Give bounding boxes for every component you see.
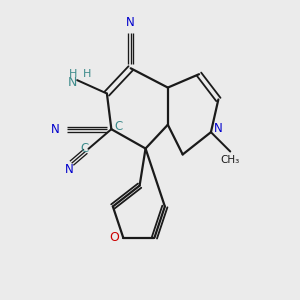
Text: CH₃: CH₃ bbox=[220, 155, 240, 165]
Text: H: H bbox=[68, 69, 77, 79]
Text: N: N bbox=[214, 122, 223, 135]
Text: H: H bbox=[82, 69, 91, 79]
Text: C: C bbox=[80, 142, 88, 155]
Text: O: O bbox=[110, 231, 119, 244]
Text: N: N bbox=[65, 163, 74, 176]
Text: C: C bbox=[115, 120, 123, 133]
Text: N: N bbox=[126, 16, 135, 29]
Text: N: N bbox=[50, 123, 59, 136]
Text: N: N bbox=[68, 76, 77, 89]
